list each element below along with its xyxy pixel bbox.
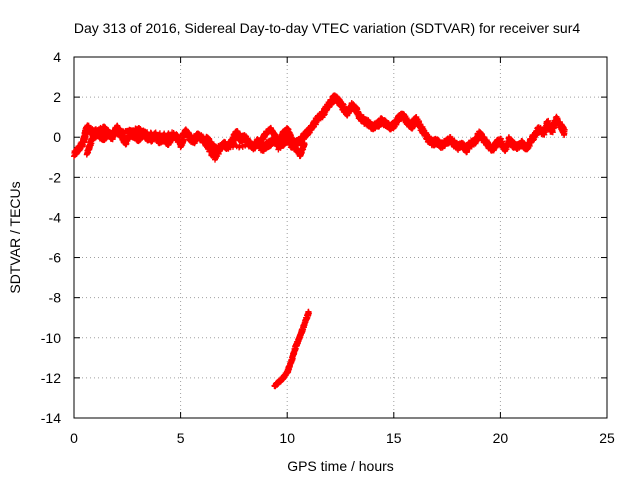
y-tick-label: -4	[49, 209, 62, 225]
y-tick-label: -14	[41, 410, 61, 426]
data-points	[71, 92, 568, 390]
x-tick-label: 5	[177, 430, 185, 446]
axis-ticks: 0 5 10 15 20 25 -14 -12 -10 -8 -6 -4 -2 0 2 4	[41, 49, 615, 446]
x-tick-label: 20	[493, 430, 509, 446]
y-tick-label: -8	[49, 290, 62, 306]
x-tick-label: 0	[70, 430, 78, 446]
grid	[74, 57, 607, 418]
y-axis-label: SDTVAR / TECUs	[7, 181, 23, 293]
plot-frame	[73, 56, 608, 419]
x-tick-label: 15	[386, 430, 402, 446]
y-tick-label: 4	[53, 49, 61, 65]
chart-title: Day 313 of 2016, Sidereal Day-to-day VTE…	[74, 20, 580, 36]
x-tick-label: 25	[599, 430, 615, 446]
y-tick-label: -12	[41, 370, 61, 386]
y-tick-label: 2	[53, 89, 61, 105]
y-tick-label: 0	[53, 129, 61, 145]
x-axis-label: GPS time / hours	[287, 458, 394, 474]
y-tick-label: -10	[41, 330, 61, 346]
y-tick-label: -6	[49, 250, 62, 266]
y-tick-label: -2	[49, 169, 62, 185]
x-tick-label: 10	[279, 430, 295, 446]
